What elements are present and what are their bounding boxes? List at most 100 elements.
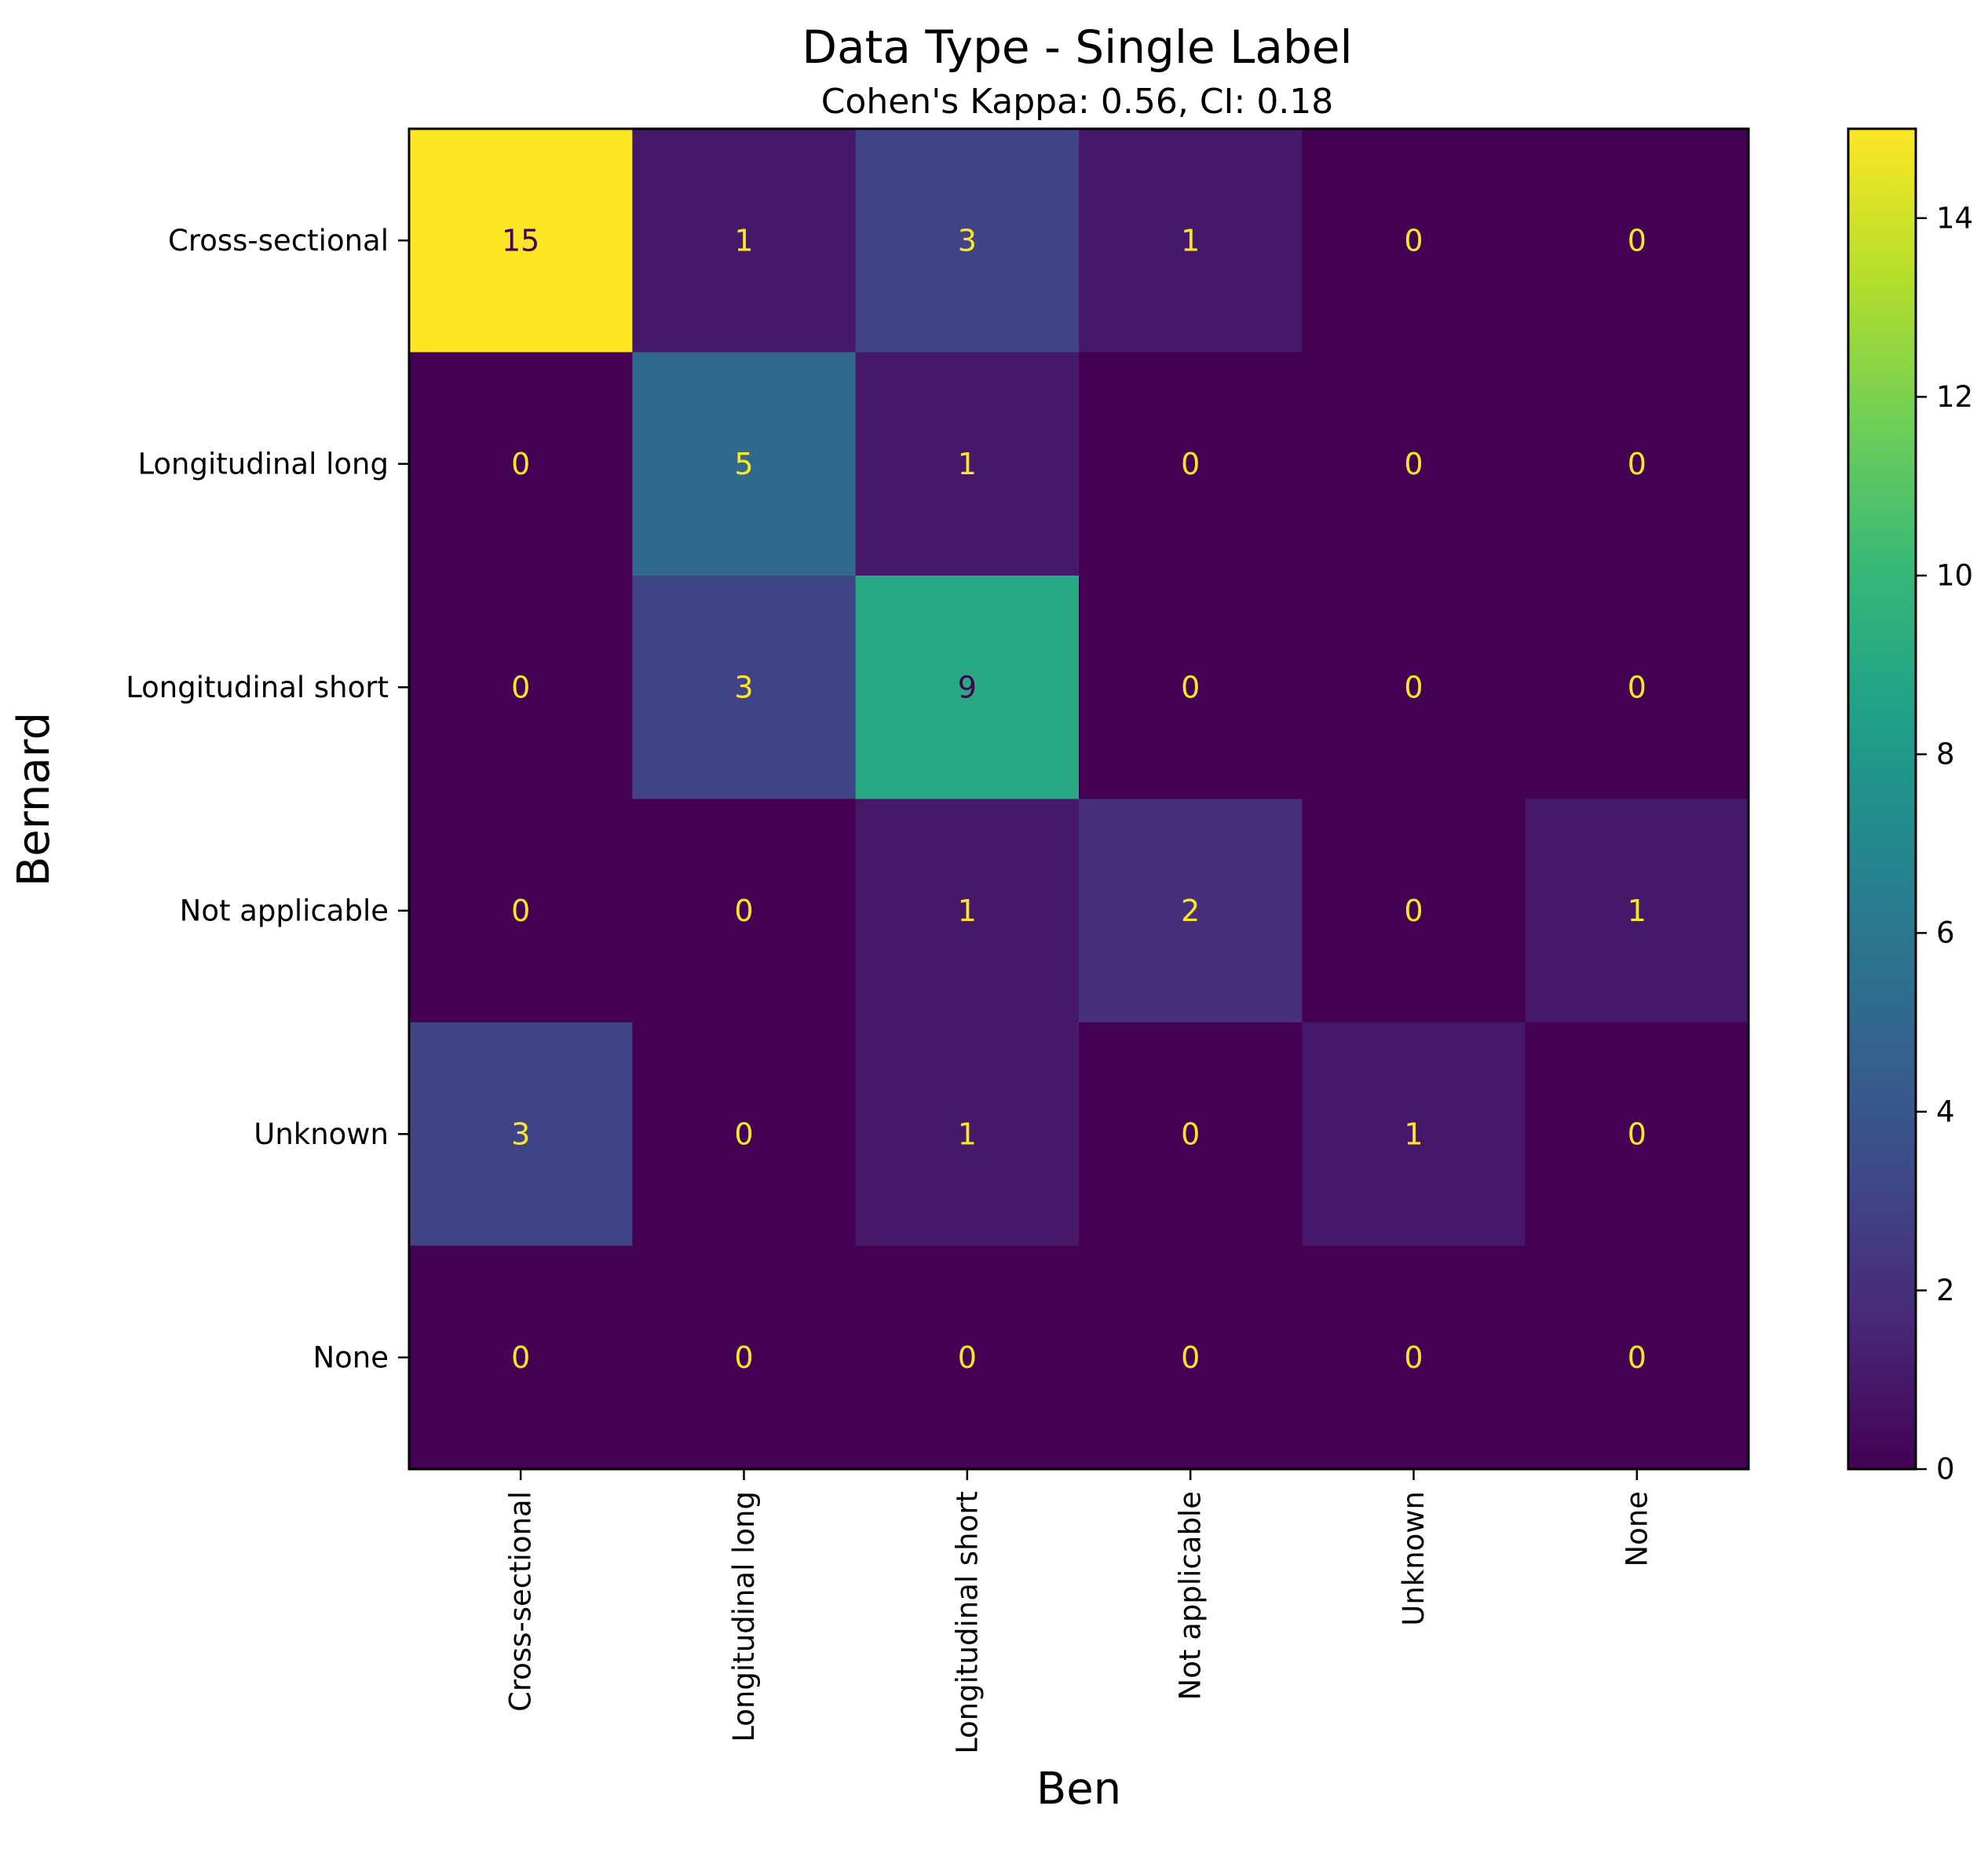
colorbar-tick-label: 8 — [1936, 737, 1955, 771]
heatmap-cell — [855, 129, 1080, 353]
x-tick-label: Not applicable — [1174, 1491, 1208, 1700]
chart-subtitle: Cohen's Kappa: 0.56, CI: 0.18 — [821, 82, 1334, 122]
heatmap-cell — [855, 1022, 1080, 1247]
cell-value-label: 0 — [1181, 670, 1200, 704]
heatmap-cell — [1525, 129, 1749, 353]
cell-value-label: 0 — [1404, 447, 1423, 481]
heatmap-cell — [855, 799, 1080, 1023]
heatmap-cell — [855, 1245, 1080, 1470]
colorbar-tick-label: 14 — [1936, 201, 1973, 235]
cell-value-label: 1 — [958, 1117, 977, 1151]
heatmap-cell — [1525, 576, 1749, 800]
cell-value-label: 0 — [734, 1340, 753, 1375]
x-tick-label: None — [1620, 1491, 1654, 1567]
heatmap-cell — [1079, 1245, 1303, 1470]
heatmap-cell — [632, 1245, 857, 1470]
heatmap-cell — [632, 129, 857, 353]
y-tick-label: Longitudinal long — [137, 447, 389, 481]
cell-value-label: 0 — [734, 1117, 753, 1151]
cell-value-label: 0 — [1628, 1117, 1646, 1151]
heatmap-cell — [409, 129, 633, 353]
heatmap-cell — [632, 1022, 857, 1247]
colorbar-tick-label: 12 — [1936, 380, 1973, 414]
heatmap-cell — [1302, 1022, 1526, 1247]
heatmap-cell — [1525, 1022, 1749, 1247]
cell-value-label: 0 — [734, 894, 753, 928]
heatmap-cell — [1079, 352, 1303, 576]
heatmap-cells — [409, 129, 1749, 1470]
colorbar-tick-label: 6 — [1936, 916, 1955, 950]
heatmap-cell — [1079, 129, 1303, 353]
cell-value-label: 3 — [958, 223, 977, 258]
x-tick-label: Longitudinal short — [950, 1491, 984, 1754]
y-tick-label: None — [312, 1340, 389, 1374]
colorbar-ticks: 0 2 4 6 8 10 12 14 — [1916, 201, 1973, 1486]
heatmap-cell — [632, 799, 857, 1023]
cell-value-label: 0 — [1628, 223, 1646, 258]
cell-value-label: 0 — [1404, 223, 1423, 258]
cell-value-label: 1 — [734, 223, 753, 258]
heatmap-cell — [409, 799, 633, 1023]
cell-value-label: 0 — [1628, 670, 1646, 704]
heatmap-cell — [632, 352, 857, 576]
cell-value-label: 0 — [1404, 670, 1423, 704]
cell-value-label: 0 — [1404, 894, 1423, 928]
heatmap-cell — [855, 576, 1080, 800]
y-axis-label: Bernard — [9, 712, 60, 886]
heatmap-cell — [1302, 129, 1526, 353]
cell-value-label: 0 — [1181, 447, 1200, 481]
cell-value-label: 0 — [1404, 1340, 1423, 1375]
heatmap-cell — [1079, 576, 1303, 800]
cell-value-label: 0 — [511, 894, 530, 928]
plot-frame — [407, 127, 1750, 1471]
heatmap-cell — [855, 352, 1080, 576]
cell-value-label: 0 — [1628, 447, 1646, 481]
heatmap-cell — [1302, 1245, 1526, 1470]
cell-value-label: 1 — [1181, 223, 1200, 258]
x-tick-label: Longitudinal long — [727, 1491, 761, 1742]
y-tick-label: Longitudinal short — [126, 671, 389, 704]
x-tick-label: Cross-sectional — [504, 1491, 538, 1712]
heatmap-cell — [409, 576, 633, 800]
colorbar-tick-label: 10 — [1936, 559, 1973, 593]
heatmap-cell — [409, 352, 633, 576]
cell-value-label: 9 — [958, 670, 977, 704]
heatmap-cell — [409, 1022, 633, 1247]
cell-value-label: 15 — [502, 223, 539, 258]
cell-value-label: 0 — [1628, 1340, 1646, 1375]
cell-value-label: 0 — [958, 1340, 977, 1375]
colorbar-tick-label: 0 — [1936, 1453, 1955, 1486]
cell-value-label: 0 — [511, 670, 530, 704]
heatmap-cell — [1079, 799, 1303, 1023]
cell-value-label: 5 — [734, 447, 753, 481]
cell-value-label: 2 — [1181, 894, 1200, 928]
colorbar-tick-label: 4 — [1936, 1095, 1955, 1128]
y-axis-ticks: Cross-sectional Longitudinal long Longitud… — [126, 224, 409, 1374]
heatmap-cell — [632, 576, 857, 800]
cell-value-label: 0 — [511, 447, 530, 481]
cell-value-label: 0 — [1181, 1117, 1200, 1151]
chart-title: Data Type - Single Label — [802, 20, 1352, 74]
heatmap-cell-labels: 15 1 3 1 0 00 5 1 0 0 00 3 9 0 0 00 0 1 2 0 13 0 1 0 1 00 0 0 0 0 0 — [502, 223, 1646, 1375]
cell-value-label: 1 — [1628, 894, 1646, 928]
heatmap-cell — [1525, 352, 1749, 576]
heatmap-cell — [1079, 1022, 1303, 1247]
colorbar-tick-label: 2 — [1936, 1274, 1955, 1307]
heatmap-cell — [1525, 799, 1749, 1023]
heatmap-cell — [1302, 352, 1526, 576]
y-tick-label: Not applicable — [180, 894, 389, 927]
cell-value-label: 1 — [958, 447, 977, 481]
cell-value-label: 1 — [958, 894, 977, 928]
x-axis-ticks: Cross-sectional Longitudinal long Longitud… — [504, 1469, 1654, 1754]
cell-value-label: 0 — [511, 1340, 530, 1375]
heatmap-cell — [1525, 1245, 1749, 1470]
x-tick-label: Unknown — [1397, 1491, 1431, 1626]
heatmap-cell — [1302, 799, 1526, 1023]
colorbar — [1847, 127, 1917, 1471]
cell-value-label: 1 — [1404, 1117, 1423, 1151]
cell-value-label: 3 — [734, 670, 753, 704]
y-tick-label: Cross-sectional — [168, 224, 389, 258]
heatmap-cell — [409, 1245, 633, 1470]
cell-value-label: 3 — [511, 1117, 530, 1151]
